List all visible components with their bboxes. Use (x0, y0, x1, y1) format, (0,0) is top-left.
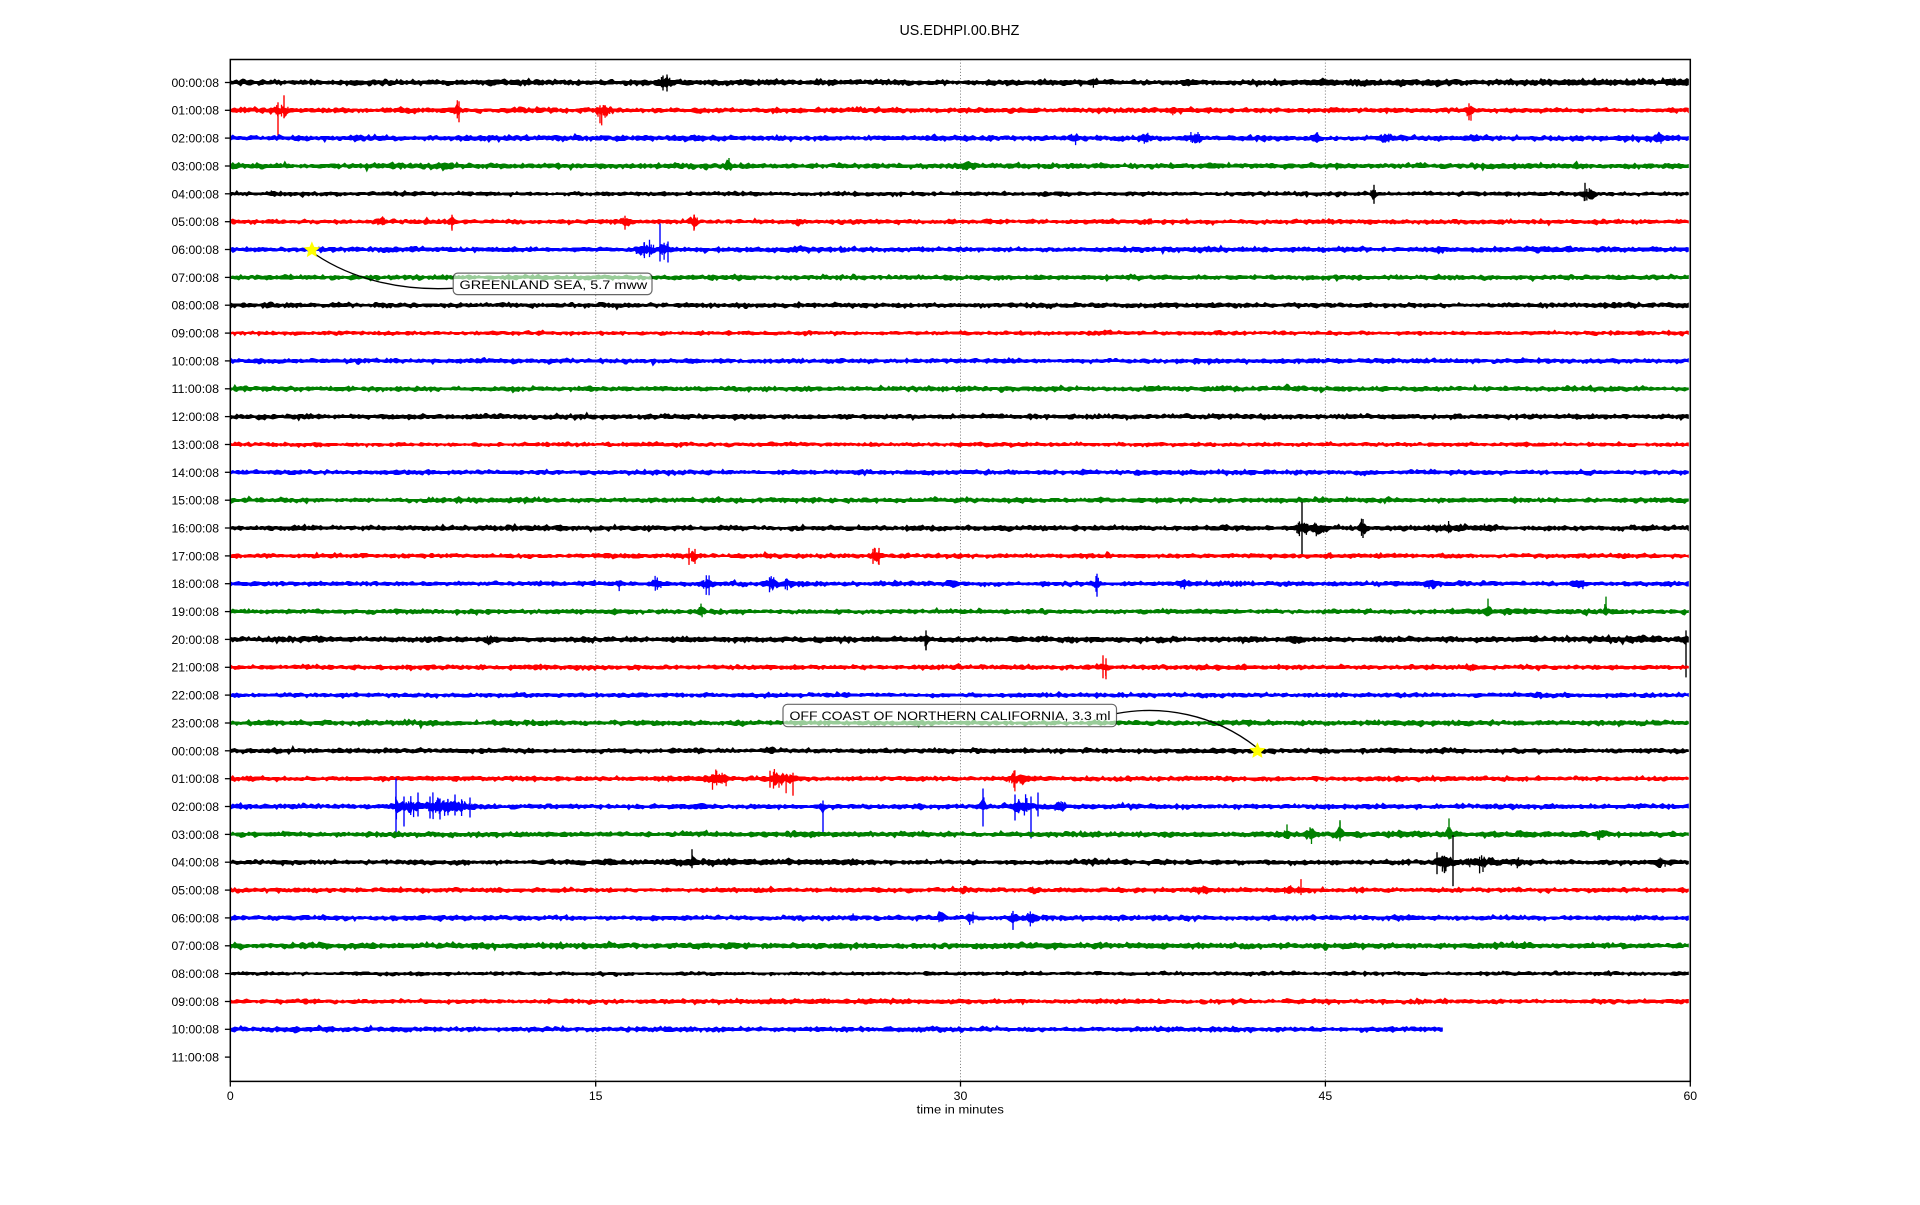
svg-text:15:00:08: 15:00:08 (172, 494, 220, 508)
svg-text:06:00:08: 06:00:08 (172, 911, 220, 925)
svg-text:01:00:08: 01:00:08 (172, 772, 220, 786)
svg-text:GREENLAND SEA, 5.7 mww: GREENLAND SEA, 5.7 mww (460, 278, 648, 292)
svg-text:21:00:08: 21:00:08 (172, 661, 220, 675)
svg-text:07:00:08: 07:00:08 (172, 939, 220, 953)
svg-text:OFF COAST OF NORTHERN CALIFORN: OFF COAST OF NORTHERN CALIFORNIA, 3.3 ml (790, 709, 1111, 723)
svg-text:05:00:08: 05:00:08 (172, 884, 220, 898)
svg-text:06:00:08: 06:00:08 (172, 243, 220, 257)
svg-text:19:00:08: 19:00:08 (172, 605, 220, 619)
svg-text:03:00:08: 03:00:08 (172, 159, 220, 173)
svg-text:13:00:08: 13:00:08 (172, 438, 220, 452)
svg-text:14:00:08: 14:00:08 (172, 466, 220, 480)
svg-text:08:00:08: 08:00:08 (172, 299, 220, 313)
svg-text:11:00:08: 11:00:08 (172, 1051, 220, 1065)
svg-text:17:00:08: 17:00:08 (172, 549, 220, 563)
svg-text:12:00:08: 12:00:08 (172, 410, 220, 424)
svg-text:02:00:08: 02:00:08 (172, 800, 220, 814)
svg-text:09:00:08: 09:00:08 (172, 327, 220, 341)
svg-text:03:00:08: 03:00:08 (172, 828, 220, 842)
svg-text:05:00:08: 05:00:08 (172, 215, 220, 229)
svg-text:08:00:08: 08:00:08 (172, 967, 220, 981)
svg-text:0: 0 (227, 1089, 234, 1103)
svg-text:time in minutes: time in minutes (917, 1103, 1004, 1117)
svg-text:18:00:08: 18:00:08 (172, 577, 220, 591)
svg-text:23:00:08: 23:00:08 (172, 716, 220, 730)
svg-text:00:00:08: 00:00:08 (172, 744, 220, 758)
svg-text:22:00:08: 22:00:08 (172, 689, 220, 703)
svg-text:10:00:08: 10:00:08 (172, 354, 220, 368)
svg-text:07:00:08: 07:00:08 (172, 271, 220, 285)
svg-text:60: 60 (1683, 1089, 1697, 1103)
svg-text:02:00:08: 02:00:08 (172, 132, 220, 146)
svg-text:16:00:08: 16:00:08 (172, 522, 220, 536)
svg-text:10:00:08: 10:00:08 (172, 1023, 220, 1037)
svg-text:20:00:08: 20:00:08 (172, 633, 220, 647)
svg-text:45: 45 (1319, 1089, 1333, 1103)
svg-text:US.EDHPI.00.BHZ: US.EDHPI.00.BHZ (900, 22, 1020, 39)
svg-text:00:00:08: 00:00:08 (172, 76, 220, 90)
svg-text:15: 15 (589, 1089, 603, 1103)
svg-text:09:00:08: 09:00:08 (172, 995, 220, 1009)
svg-text:04:00:08: 04:00:08 (172, 187, 220, 201)
svg-text:30: 30 (954, 1089, 968, 1103)
svg-text:01:00:08: 01:00:08 (172, 104, 220, 118)
svg-text:11:00:08: 11:00:08 (172, 382, 220, 396)
svg-text:04:00:08: 04:00:08 (172, 856, 220, 870)
